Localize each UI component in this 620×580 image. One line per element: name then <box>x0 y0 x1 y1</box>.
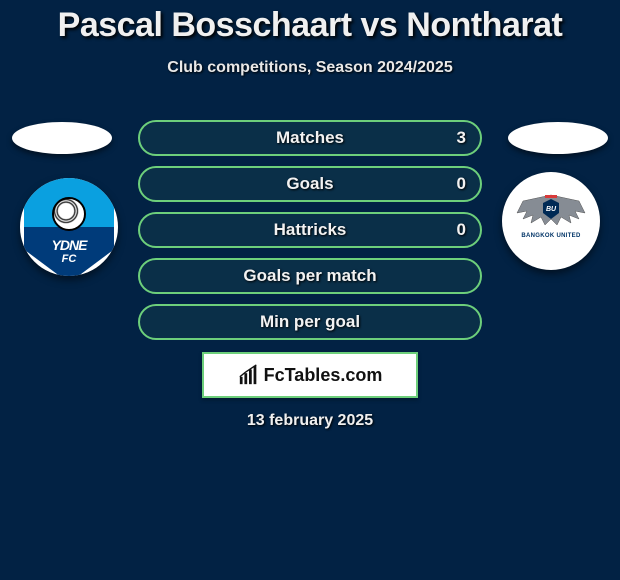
avatar-left <box>12 122 112 154</box>
brand-text: FcTables.com <box>264 365 383 386</box>
club-left-text-bottom: FC <box>62 253 77 265</box>
stat-value: 3 <box>457 128 466 148</box>
page-title: Pascal Bosschaart vs Nontharat <box>0 0 620 45</box>
club-logo-left: YDNE FC <box>20 178 118 276</box>
stat-label: Min per goal <box>140 312 480 332</box>
subtitle: Club competitions, Season 2024/2025 <box>0 59 620 77</box>
stat-label: Hattricks <box>140 220 480 240</box>
club-left-text-top: YDNE <box>52 237 87 253</box>
stat-value: 0 <box>457 220 466 240</box>
stat-value: 0 <box>457 174 466 194</box>
stat-label: Goals per match <box>140 266 480 286</box>
soccer-ball-icon <box>52 197 86 231</box>
stat-row-matches: Matches 3 <box>138 120 482 156</box>
avatar-right <box>508 122 608 154</box>
stat-row-min-per-goal: Min per goal <box>138 304 482 340</box>
stat-label: Matches <box>140 128 480 148</box>
stat-row-hattricks: Hattricks 0 <box>138 212 482 248</box>
club-logo-right: BU BANGKOK UNITED <box>502 172 600 270</box>
bangkok-united-wings-icon: BU BANGKOK UNITED <box>511 189 591 253</box>
sydney-fc-shield-icon: YDNE FC <box>24 178 114 276</box>
stat-label: Goals <box>140 174 480 194</box>
date-text: 13 february 2025 <box>0 412 620 430</box>
bar-chart-icon <box>238 364 260 386</box>
club-right-text: BANGKOK UNITED <box>521 233 580 239</box>
brand-card: FcTables.com <box>202 352 418 398</box>
stat-row-goals: Goals 0 <box>138 166 482 202</box>
stat-row-goals-per-match: Goals per match <box>138 258 482 294</box>
stats-list: Matches 3 Goals 0 Hattricks 0 Goals per … <box>138 120 482 350</box>
svg-text:BU: BU <box>546 206 557 213</box>
